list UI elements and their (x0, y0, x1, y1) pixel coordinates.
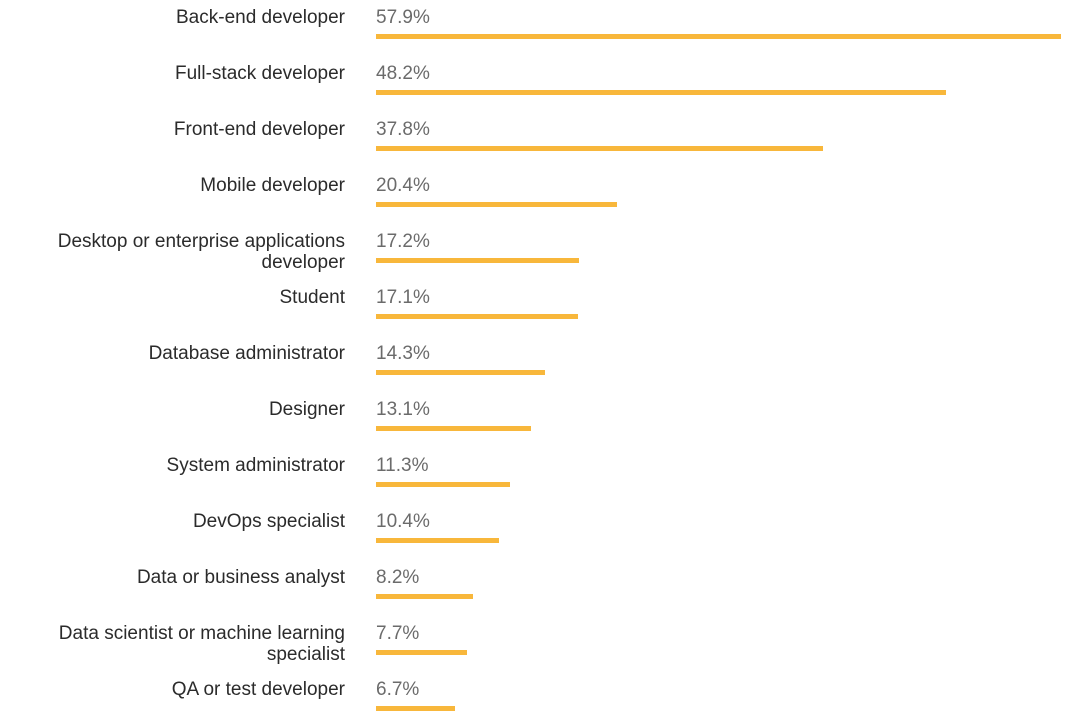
value-label: 20.4% (376, 175, 430, 196)
bar (376, 202, 617, 207)
bar (376, 370, 545, 375)
category-label: Student (279, 287, 346, 308)
bar (376, 482, 510, 487)
value-label: 6.7% (376, 679, 420, 700)
value-label: 14.3% (376, 343, 430, 364)
bar (376, 314, 578, 319)
category-label: DevOps specialist (192, 511, 345, 532)
value-label: 57.9% (376, 7, 430, 28)
category-label: Mobile developer (200, 175, 345, 196)
category-label: Data or business analyst (136, 567, 345, 588)
category-label: Front-end developer (173, 119, 345, 140)
bar (376, 538, 499, 543)
category-label: Database administrator (148, 343, 345, 364)
category-label: Designer (268, 399, 345, 420)
value-label: 48.2% (376, 63, 430, 84)
category-label: System administrator (166, 455, 345, 476)
bar (376, 594, 473, 599)
category-label: Back-end developer (176, 7, 345, 28)
value-label: 8.2% (376, 567, 420, 588)
category-label: QA or test developer (171, 679, 345, 700)
bar (376, 706, 455, 711)
bar (376, 258, 579, 263)
value-label: 10.4% (376, 511, 430, 532)
bar (376, 34, 1061, 39)
bar (376, 90, 946, 95)
value-label: 7.7% (376, 623, 420, 644)
value-label: 17.2% (376, 231, 430, 252)
bar (376, 650, 467, 655)
value-label: 37.8% (376, 119, 430, 140)
value-label: 17.1% (376, 287, 430, 308)
value-label: 11.3% (376, 455, 429, 476)
value-label: 13.1% (376, 399, 430, 420)
category-label: Data scientist or machine learning speci… (58, 623, 345, 665)
category-label: Full-stack developer (174, 63, 345, 84)
bar (376, 426, 531, 431)
category-label: Desktop or enterprise applications devel… (57, 231, 345, 273)
bar (376, 146, 823, 151)
